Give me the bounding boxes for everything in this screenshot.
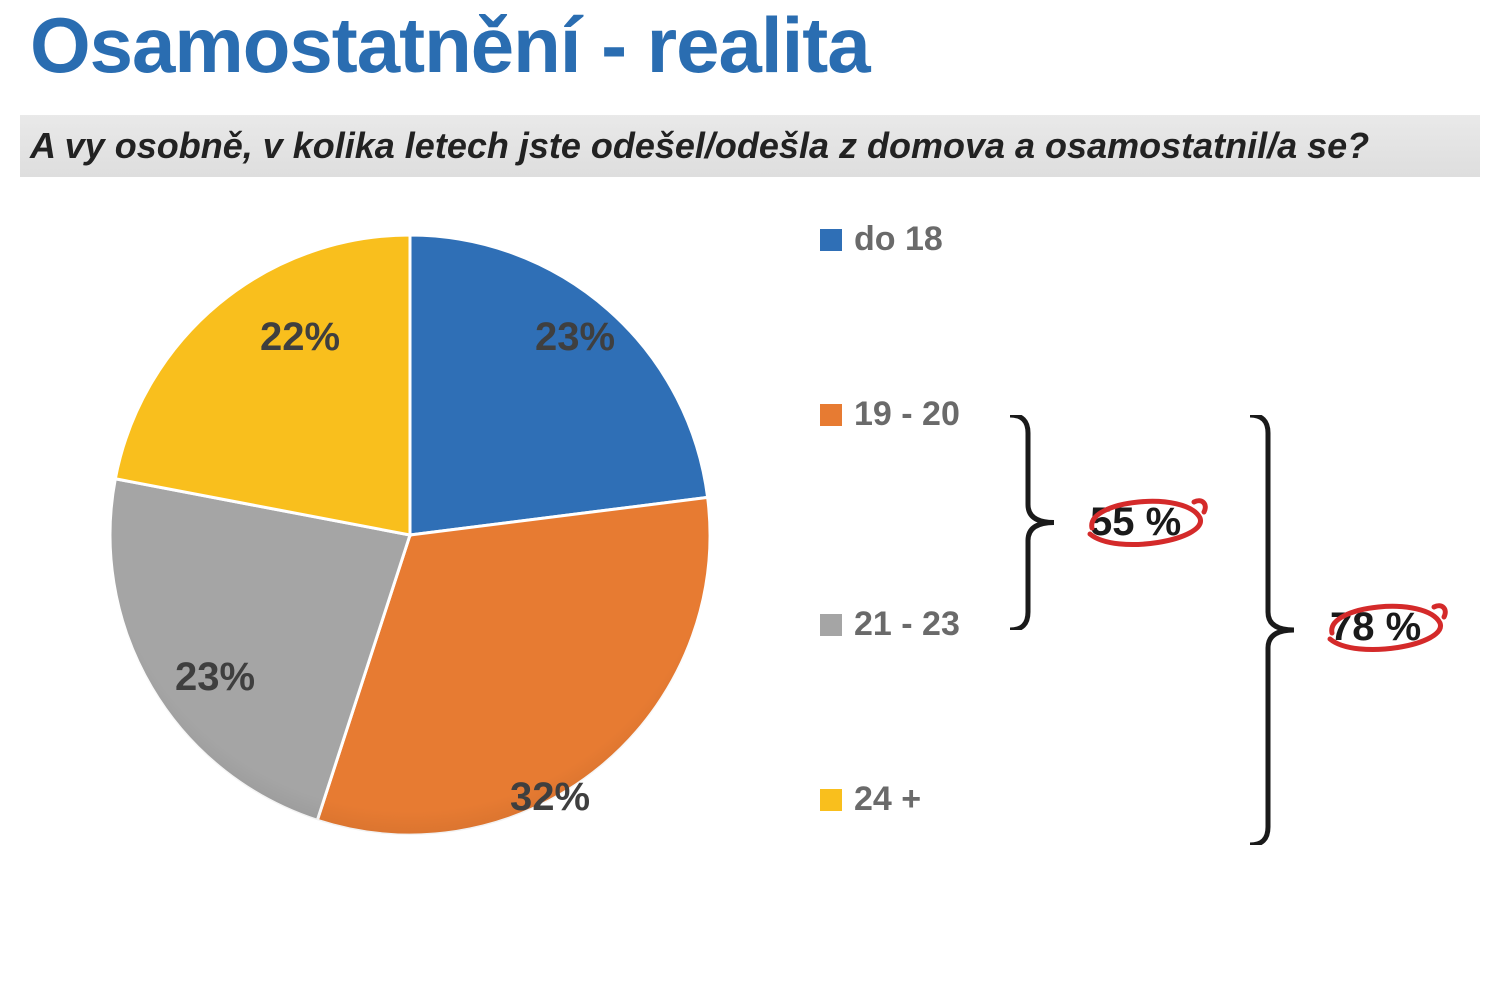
pie-label-21_23: 23% (175, 655, 255, 700)
pie-chart (90, 215, 730, 855)
chart-area: 23% 32% 23% 22% do 18 19 - 20 21 - 23 24 + 55 … (0, 200, 1500, 980)
callout-78: 78 % (1330, 605, 1421, 650)
pie-label-19_20: 32% (510, 775, 590, 820)
legend-label-do18: do 18 (854, 220, 943, 259)
bracket-inner (1010, 415, 1064, 630)
slide-title: Osamostatnění - realita (30, 0, 870, 91)
legend-item-24p: 24 + (820, 780, 921, 819)
legend-label-24p: 24 + (854, 780, 921, 819)
legend-swatch-21_23 (820, 614, 842, 636)
slide-root: Osamostatnění - realita A vy osobně, v k… (0, 0, 1500, 983)
legend-label-19_20: 19 - 20 (854, 395, 960, 434)
pie-label-24p: 22% (260, 315, 340, 360)
pie-label-do18: 23% (535, 315, 615, 360)
legend-swatch-24p (820, 789, 842, 811)
subtitle-bar: A vy osobně, v kolika letech jste odešel… (20, 115, 1480, 177)
pie-slice-do18 (410, 235, 708, 535)
legend-swatch-do18 (820, 229, 842, 251)
legend-label-21_23: 21 - 23 (854, 605, 960, 644)
legend-item-do18: do 18 (820, 220, 943, 259)
callout-55: 55 % (1090, 500, 1181, 545)
legend-swatch-19_20 (820, 404, 842, 426)
bracket-outer (1250, 415, 1304, 845)
legend-item-21_23: 21 - 23 (820, 605, 960, 644)
subtitle-text: A vy osobně, v kolika letech jste odešel… (30, 125, 1369, 167)
legend-item-19_20: 19 - 20 (820, 395, 960, 434)
